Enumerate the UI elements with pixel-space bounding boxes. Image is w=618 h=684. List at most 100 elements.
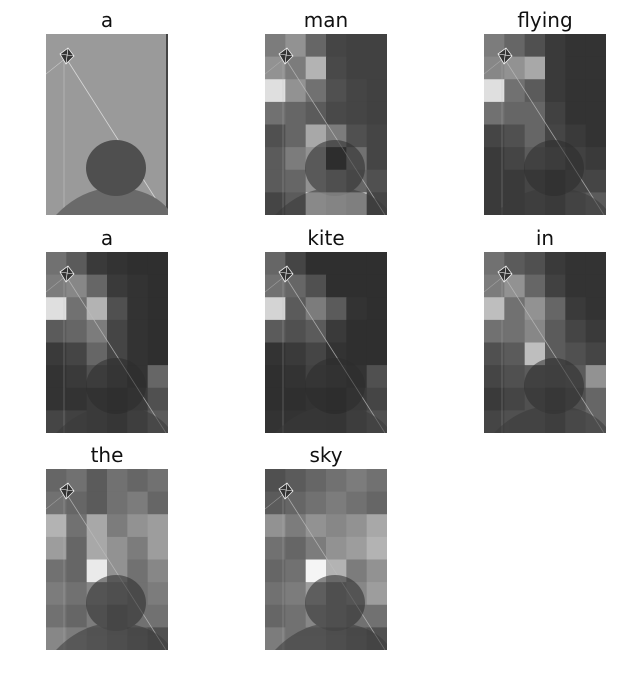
attention-cell (265, 297, 286, 321)
attention-cell (127, 274, 149, 298)
kite-string (65, 275, 167, 433)
attention-cell (46, 469, 67, 493)
attention-cell (565, 79, 587, 103)
attention-cell (504, 252, 526, 276)
attention-cell (484, 274, 505, 298)
attention-cell (285, 274, 307, 298)
attention-cell (484, 342, 505, 366)
attention-cell (66, 365, 88, 389)
attention-cell (366, 147, 387, 171)
kite-string (284, 57, 386, 215)
attention-cell (147, 365, 168, 389)
attention-cell (504, 274, 526, 298)
attention-cell (366, 469, 387, 493)
attention-cell (484, 192, 505, 215)
attention-cell (46, 297, 67, 321)
attention-cell (46, 559, 67, 583)
kite-string-3 (484, 57, 505, 75)
kite-string (503, 275, 605, 433)
attention-cell (127, 536, 149, 561)
attention-cell (66, 582, 88, 606)
attention-cell (484, 252, 505, 276)
attention-cell (326, 536, 347, 561)
attention-cell (504, 387, 526, 411)
attention-cell (346, 274, 368, 298)
attention-cell (46, 536, 67, 561)
attention-cell (265, 79, 286, 103)
attention-cell (147, 604, 168, 628)
attention-cell (346, 56, 368, 80)
attention-cell (366, 252, 387, 276)
attention-cell (305, 536, 327, 561)
attention-cell (46, 319, 67, 344)
attention-cell (265, 169, 286, 193)
attention-cell (107, 252, 128, 276)
attention-cell (107, 514, 128, 538)
panel-1: man (265, 8, 387, 215)
attention-cell (366, 169, 387, 193)
attention-cell (127, 319, 149, 344)
attention-cell (265, 274, 286, 298)
attention-cell (285, 559, 307, 583)
attention-cell (524, 56, 546, 80)
attention-cell (265, 536, 286, 561)
attention-cell (346, 34, 368, 58)
attention-cell (585, 252, 606, 276)
panel-word-label: the (90, 443, 124, 467)
attention-cell (285, 514, 307, 538)
attention-cell (346, 342, 368, 366)
attention-cell (86, 559, 108, 583)
attention-cell (565, 124, 587, 148)
attention-cell (504, 147, 526, 171)
kite-string (65, 57, 167, 215)
attention-cell (524, 319, 546, 344)
attention-cell (66, 604, 88, 628)
attention-cell (504, 169, 526, 193)
attention-cell (147, 491, 168, 515)
attention-cell (127, 514, 149, 538)
attention-cell (285, 365, 307, 389)
attention-cell (127, 559, 149, 583)
attention-cell (346, 297, 368, 321)
attention-cell (585, 319, 606, 344)
attention-cell (46, 514, 67, 538)
attention-cell (565, 297, 587, 321)
attention-cell (46, 604, 67, 628)
attention-cell (46, 365, 67, 389)
attention-cell (585, 56, 606, 80)
attention-cell (545, 101, 566, 126)
person-silhouette (275, 140, 387, 215)
attention-cell (285, 79, 307, 103)
attention-cell (305, 514, 327, 538)
attention-cell (147, 252, 168, 276)
attention-cell (366, 319, 387, 344)
person-silhouette (275, 575, 387, 650)
attention-cell (66, 536, 88, 561)
attention-cell (585, 387, 606, 411)
attention-cell (504, 34, 526, 58)
attention-cell (484, 319, 505, 344)
kite-string (65, 492, 167, 650)
attention-cell (285, 604, 307, 628)
kite-string-3 (46, 57, 67, 75)
attention-cell (265, 604, 286, 628)
attention-cell (46, 582, 67, 606)
panel-7: sky (265, 443, 387, 650)
attention-cell (86, 491, 108, 515)
attention-cell (265, 192, 286, 215)
scene-overlay (46, 265, 168, 433)
attention-cell (265, 147, 286, 171)
attention-cell (524, 101, 546, 126)
kite-string-3 (265, 57, 286, 75)
attention-cell (305, 56, 327, 80)
attention-cell (524, 297, 546, 321)
attention-cell (107, 491, 128, 515)
attention-cell (305, 101, 327, 126)
attention-cell (504, 342, 526, 366)
scene-overlay (484, 265, 606, 433)
attention-cell (346, 491, 368, 515)
attention-cell (66, 252, 88, 276)
kite-string-3 (46, 492, 67, 510)
attention-cell (127, 252, 149, 276)
attention-cell (346, 101, 368, 126)
